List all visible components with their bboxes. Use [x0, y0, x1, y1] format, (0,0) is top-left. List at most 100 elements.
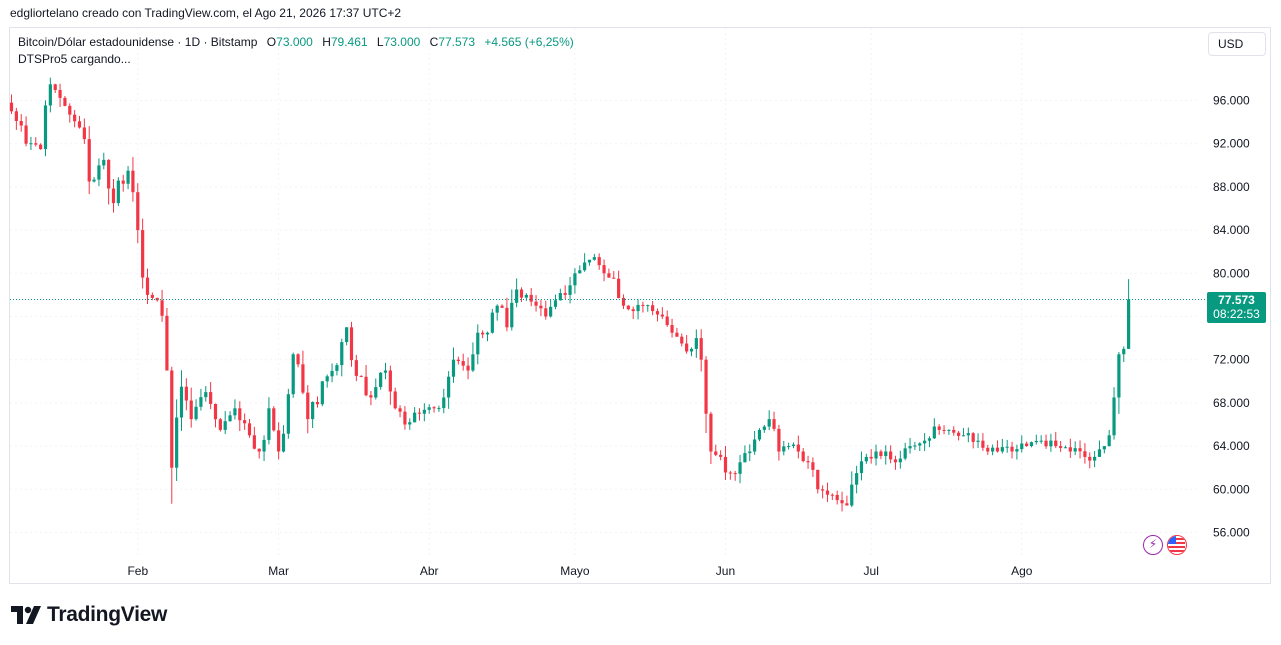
candle-body [898, 458, 902, 463]
candle-body [359, 375, 363, 377]
time-tick-label: Abr [420, 564, 439, 578]
candle-body [597, 257, 601, 266]
candle-body [787, 446, 791, 448]
candle-body [417, 412, 422, 414]
candle-body [641, 304, 645, 306]
candle-body [437, 408, 441, 410]
close-label: C [429, 35, 439, 49]
currency-selector[interactable]: USD [1208, 32, 1266, 56]
us-flag-icon[interactable] [1167, 535, 1187, 555]
candle-body [738, 462, 742, 474]
candle-body [165, 315, 169, 371]
candle-body [9, 102, 14, 112]
chart-attribution: edgliortelano creado con TradingView.com… [10, 6, 402, 20]
candle-body [806, 461, 810, 463]
candle-body [422, 409, 426, 414]
candle-body [981, 440, 985, 448]
candle-body [213, 403, 218, 420]
price-tick-label: 64.000 [1213, 439, 1250, 453]
candle-body [111, 188, 116, 204]
candle-body [1010, 446, 1014, 452]
candle-body [524, 294, 528, 298]
candle-body [92, 179, 96, 182]
price-tick-label: 60.000 [1213, 482, 1250, 496]
candle-body [612, 277, 616, 279]
candle-body [821, 489, 825, 491]
candle-body [515, 289, 519, 303]
candle-body [184, 386, 188, 401]
candle-body [893, 459, 898, 463]
candle-body [801, 451, 805, 462]
candle-body [529, 294, 533, 302]
candle-body [500, 305, 504, 308]
price-tick-label: 96.000 [1213, 94, 1250, 108]
candle-body [607, 273, 611, 278]
bar-countdown: 08:22:53 [1213, 307, 1260, 321]
candle-body [505, 307, 509, 328]
candle-body [665, 316, 669, 326]
candle-body [830, 494, 834, 496]
candle-body [670, 325, 674, 333]
time-axis: Feb Mar Abr Mayo Jun Jul Ago [127, 564, 1032, 578]
candle-body [767, 419, 771, 427]
candle-body [825, 490, 830, 495]
candle-body [966, 433, 970, 436]
candle-body [233, 408, 237, 416]
candle-body [495, 305, 499, 313]
candle-body [243, 420, 247, 424]
candle-body [685, 343, 689, 352]
candle-body [918, 443, 922, 446]
candle-body [413, 412, 417, 423]
candle-body [791, 444, 796, 447]
candle-body [24, 125, 28, 144]
tradingview-logo-icon [11, 606, 41, 624]
candle-body [757, 429, 762, 440]
lightning-icon[interactable]: ⚡ [1143, 535, 1163, 555]
candle-body [63, 97, 67, 106]
candle-body [403, 411, 407, 425]
candle-body [694, 338, 698, 349]
candle-body [262, 439, 266, 452]
candle-body [286, 394, 290, 434]
candle-body [777, 428, 781, 452]
candle-body [223, 421, 227, 430]
tradingview-logo[interactable]: TradingView [11, 603, 167, 627]
low-label: L [376, 35, 384, 49]
candle-body [903, 448, 907, 459]
candle-body [320, 381, 324, 405]
candle-body [345, 327, 349, 343]
open-label: O [266, 35, 277, 49]
candle-body [1029, 442, 1034, 447]
candle-body [728, 472, 732, 474]
candle-body [456, 359, 460, 362]
candle-body [986, 447, 990, 452]
candle-body [621, 297, 626, 306]
candle-body [1054, 440, 1058, 447]
candle-body [354, 360, 358, 376]
candle-body [733, 473, 737, 475]
low-value: 73.000 [383, 35, 421, 49]
candle-body [1088, 456, 1092, 461]
candle-body [306, 392, 310, 420]
candle-body [923, 440, 927, 444]
candle-body [374, 387, 378, 398]
candle-body [855, 473, 859, 485]
candle-body [170, 370, 174, 468]
candle-body [1102, 446, 1106, 450]
candle-body [709, 413, 713, 452]
candle-body [689, 348, 694, 352]
price-tick-label: 72.000 [1213, 353, 1250, 367]
candle-body [136, 192, 140, 231]
candle-body [175, 417, 179, 468]
candle-body [53, 84, 57, 90]
candle-body [272, 408, 276, 431]
candle-body [626, 305, 630, 310]
candle-body [995, 447, 1000, 452]
candle-body [753, 439, 757, 452]
candle-body [1039, 440, 1043, 442]
candle-body [553, 300, 558, 307]
candle-body [1083, 451, 1087, 457]
last-price-value: 77.573 [1218, 293, 1255, 307]
chart-frame [9, 27, 1271, 584]
